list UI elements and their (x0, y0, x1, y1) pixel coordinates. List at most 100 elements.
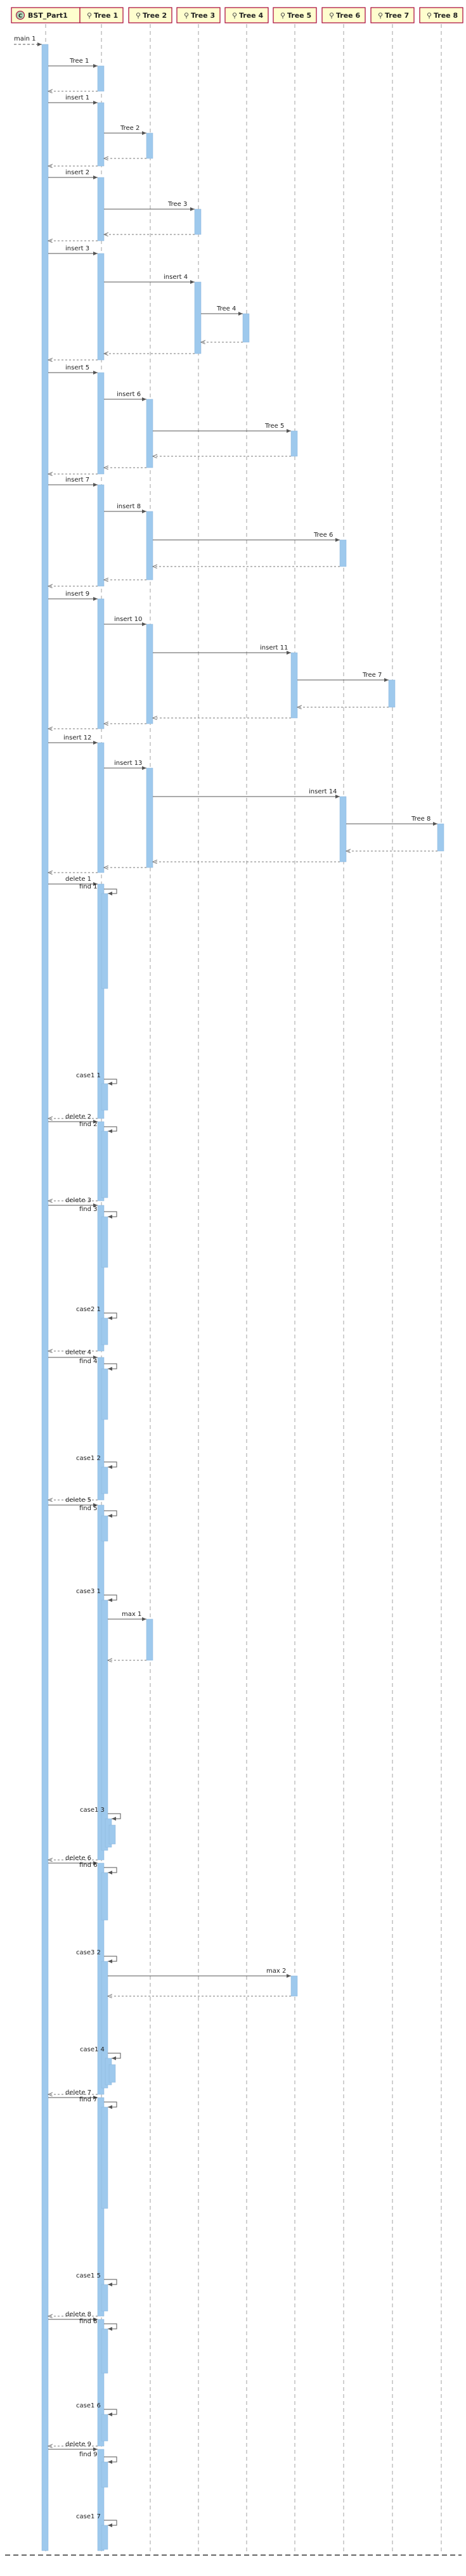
message-label: insert 13 (114, 760, 142, 767)
activation-bar (437, 823, 444, 852)
participant-tree-4: ⚲ Tree 4 (224, 7, 269, 23)
activation-bar (146, 511, 153, 580)
message-label: case1 4 (80, 2046, 105, 2053)
message-label: case3 1 (76, 1588, 101, 1595)
activations (41, 44, 444, 2551)
self-message-arrow (104, 1867, 117, 1874)
message-label: case1 6 (76, 2402, 101, 2409)
participant-tree-5: ⚲ Tree 5 (273, 7, 317, 23)
message-label: insert 1 (65, 94, 89, 101)
activation-bar (146, 624, 153, 724)
message-labels: main 1 Tree 1 insert 1 Tree 2 insert 2 T… (14, 35, 430, 2520)
self-message-arrow (104, 2456, 117, 2464)
activation-bar (290, 430, 298, 457)
activation-bar (101, 1872, 108, 1921)
self-message-arrow (104, 1126, 117, 1133)
message-label: insert 3 (65, 245, 89, 252)
activation-bar (101, 1515, 108, 1542)
activation-bar (41, 44, 49, 2551)
message-label: Tree 5 (264, 423, 284, 430)
message-label: find 7 (79, 2096, 98, 2103)
self-message-arrow (104, 2323, 117, 2331)
activation-bar (194, 208, 202, 235)
message-label: Tree 1 (69, 58, 89, 65)
activation-bar (101, 1317, 108, 1345)
message-label: insert 10 (114, 616, 142, 623)
message-label: find 4 (79, 1358, 98, 1365)
activation-bar (97, 742, 105, 873)
message-label: insert 7 (65, 477, 89, 484)
activation-bar (146, 767, 153, 868)
activation-bar (97, 102, 105, 167)
activation-bar (194, 281, 202, 354)
self-message-arrow (104, 1312, 117, 1320)
message-label: insert 14 (309, 788, 337, 795)
message-label: case2 1 (76, 1306, 101, 1313)
activation-bar (101, 2328, 108, 2374)
activation-bar (101, 1216, 108, 1268)
message-label: max 1 (122, 1611, 141, 1618)
activation-bar (97, 484, 105, 587)
message-label: max 2 (266, 1968, 286, 1975)
activation-bar (97, 1205, 105, 1352)
self-message-arrow (104, 2520, 117, 2527)
message-label: insert 11 (260, 644, 288, 651)
activation-bar (388, 679, 396, 708)
message-label: delete 8 (65, 2311, 91, 2318)
message-label: insert 2 (65, 169, 89, 176)
participant-tree-1: ⚲ Tree 1 (79, 7, 124, 23)
activation-bar (101, 2414, 108, 2442)
activation-bar (101, 2106, 108, 2209)
self-message-arrow (108, 2053, 121, 2060)
self-message-arrow (104, 1510, 117, 1518)
message-label: delete 6 (65, 1855, 91, 1862)
self-message-arrow (104, 2279, 117, 2286)
message-label: delete 2 (65, 1113, 91, 1120)
activation-bar (97, 598, 105, 729)
message-label: find 2 (79, 1121, 98, 1128)
activation-bar (290, 652, 298, 719)
message-label: find 5 (79, 1505, 98, 1512)
message-label: case3 2 (76, 1949, 101, 1956)
activation-bar (146, 132, 153, 159)
message-label: delete 3 (65, 1197, 91, 1204)
activation-bar (339, 539, 347, 567)
activation-bar (97, 1357, 105, 1501)
message-label: main 1 (14, 35, 36, 42)
participant-tree-7: ⚲ Tree 7 (370, 7, 415, 23)
activation-bar (339, 796, 347, 862)
activation-bar (97, 883, 105, 1119)
activation-bar (101, 2461, 108, 2488)
message-label: case1 3 (80, 1807, 105, 1814)
participant-tree-2: ⚲ Tree 2 (128, 7, 172, 23)
self-message-arrow (104, 1594, 117, 1602)
activation-bar (242, 313, 250, 343)
activation-bar (108, 1824, 116, 1845)
message-label: case1 2 (76, 1455, 101, 1462)
participant-tree-3: ⚲ Tree 3 (176, 7, 221, 23)
message-label: delete 5 (65, 1497, 91, 1504)
participant-label: Tree 3 (191, 11, 215, 20)
activation-bar (101, 1961, 108, 2089)
object-icon: ⚲ (329, 11, 334, 20)
self-message-arrow (104, 1079, 117, 1086)
participant-label: Tree 8 (434, 11, 458, 20)
message-label: Tree 3 (167, 201, 187, 208)
message-label: Tree 6 (313, 532, 333, 539)
message-label: case1 5 (76, 2272, 101, 2279)
message-label: find 3 (79, 1206, 98, 1213)
activation-bar (101, 1083, 108, 1111)
activation-bar (146, 1618, 153, 1661)
message-label: delete 4 (65, 1349, 91, 1356)
message-label: insert 4 (164, 274, 188, 281)
object-icon: ⚲ (232, 11, 237, 20)
self-message-arrow (104, 1363, 117, 1371)
activation-bar (101, 893, 108, 989)
message-label: Tree 4 (216, 305, 236, 312)
message-label: delete 1 (65, 876, 91, 883)
activation-bar (290, 1975, 298, 1997)
message-label: find 8 (79, 2318, 98, 2325)
message-label: find 1 (79, 883, 98, 890)
object-icon: ⚲ (427, 11, 432, 20)
